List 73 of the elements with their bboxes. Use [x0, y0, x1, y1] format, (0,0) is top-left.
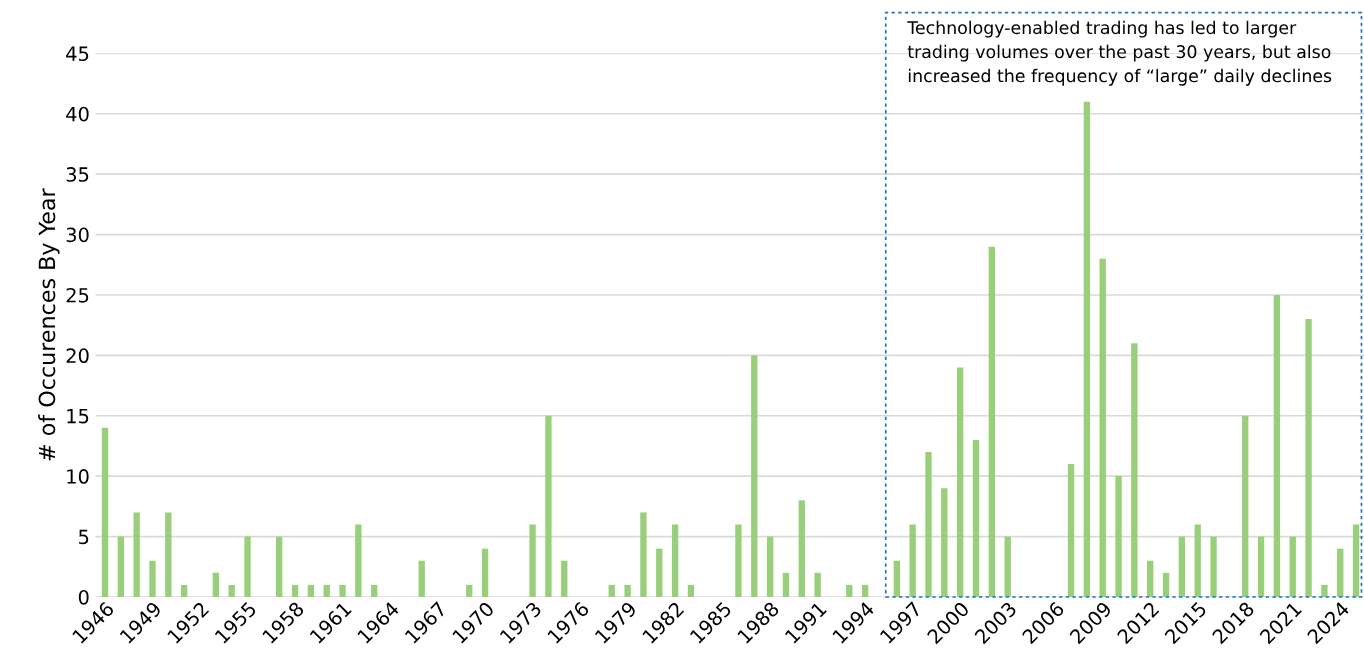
bar: [291, 584, 299, 597]
bar: [355, 524, 362, 597]
bar: [751, 355, 758, 597]
bar: [371, 584, 378, 597]
bar: [861, 584, 869, 597]
bar: [1194, 524, 1201, 597]
bar: [608, 584, 615, 597]
bar: [1067, 464, 1075, 597]
bar: [1004, 536, 1011, 597]
y-tick-label: 30: [66, 227, 89, 243]
bar: [1099, 258, 1106, 597]
y-axis-title: # of Occurences By Year: [38, 188, 60, 461]
y-tick-label: 25: [66, 287, 89, 303]
bar: [529, 524, 536, 597]
bar: [1305, 319, 1312, 597]
bar: [1210, 536, 1217, 597]
bar: [117, 536, 124, 597]
bar: [481, 548, 489, 597]
y-tick-label: 20: [66, 348, 89, 364]
bar: [640, 512, 647, 597]
bar: [1273, 294, 1281, 597]
annotation: Technology-enabled trading has led to larger trading volumes over the past 30 years, but also increased the frequency of “large” daily declines: [907, 20, 1332, 86]
bar: [624, 584, 631, 597]
bar: [228, 584, 235, 597]
bar: [782, 572, 790, 597]
bar: [1115, 476, 1122, 597]
bar: [1321, 584, 1328, 597]
bar: [1147, 560, 1154, 597]
bar: [339, 584, 346, 597]
bar: [656, 548, 663, 597]
bar: [545, 415, 552, 597]
bar: [418, 560, 425, 597]
bar: [1242, 415, 1249, 597]
bar: [165, 512, 172, 597]
y-tick-label: 45: [66, 46, 89, 62]
bar: [798, 500, 805, 597]
bar: [181, 584, 188, 597]
bar: [972, 439, 980, 597]
bar: [212, 572, 220, 597]
bar: [925, 452, 932, 597]
bar: [101, 427, 109, 597]
bar: [941, 488, 948, 597]
bar: [909, 524, 916, 597]
bar: [893, 560, 900, 597]
y-tick-label: 40: [66, 106, 89, 122]
bar: [988, 246, 995, 597]
bar: [1083, 101, 1091, 597]
y-tick-label: 5: [79, 529, 89, 545]
bar: [957, 367, 964, 597]
bar: [244, 536, 251, 597]
bar: [735, 524, 742, 597]
bar: [561, 560, 568, 597]
y-tick-label: 10: [67, 469, 89, 484]
bar: [276, 536, 283, 597]
bar: [766, 536, 774, 597]
bar: [1337, 548, 1344, 597]
bar: [814, 572, 821, 597]
bar: [1257, 536, 1265, 597]
bar: [1289, 536, 1296, 597]
y-tick-label: 15: [67, 408, 89, 424]
bar: [133, 512, 140, 597]
bar: [1352, 524, 1360, 597]
bar: [687, 584, 695, 597]
bar: [1131, 343, 1138, 597]
bar: [671, 524, 679, 597]
y-tick-label: 35: [66, 167, 89, 182]
bar: [307, 584, 315, 597]
bar: [1178, 536, 1186, 597]
bar: [846, 584, 853, 597]
bar: [149, 560, 156, 597]
bar: [1162, 572, 1170, 597]
bar: [323, 584, 330, 597]
bar: [466, 584, 473, 597]
